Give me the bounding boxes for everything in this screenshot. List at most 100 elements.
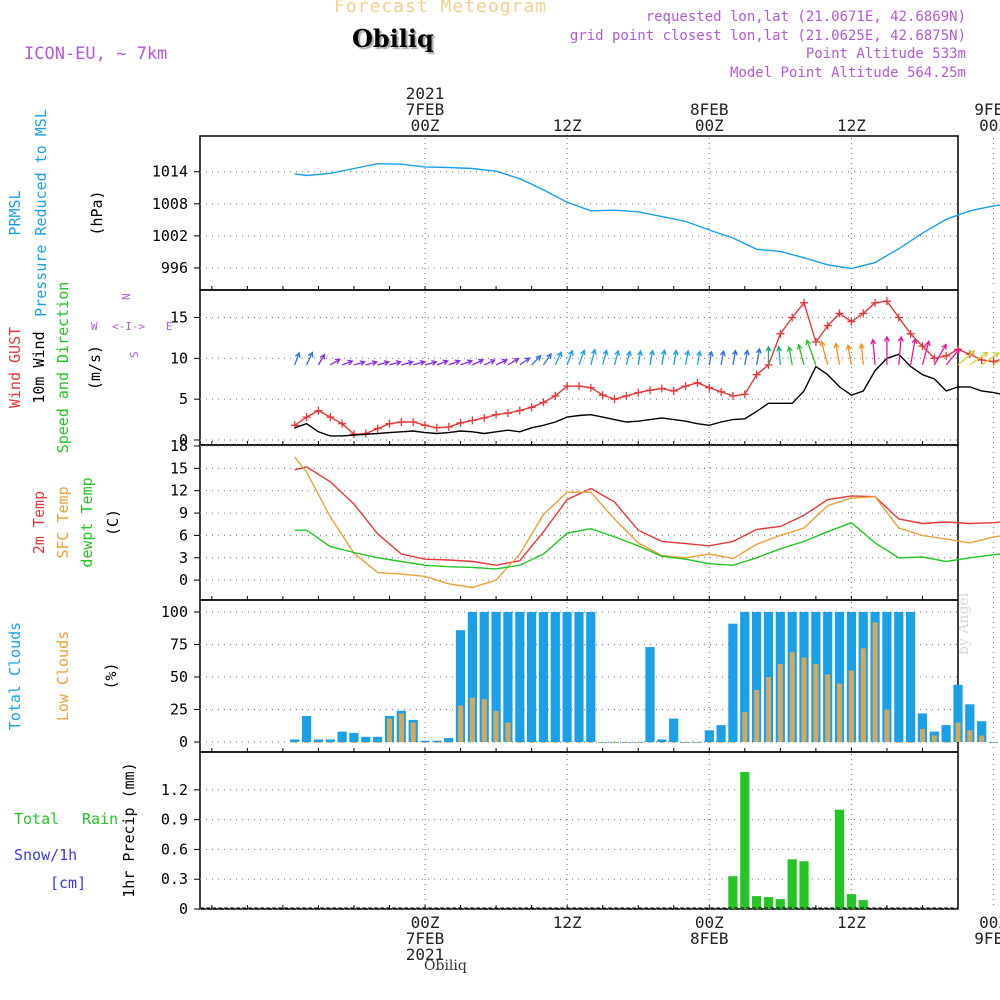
gust-marker (918, 342, 927, 351)
wind-arrow (365, 360, 378, 366)
y-tick-label: 0.3 (161, 870, 188, 888)
low-cloud-bar (635, 742, 641, 743)
low-cloud-bar (469, 697, 475, 742)
top-time-label: 00Z (411, 116, 440, 135)
y-tick-label: 15 (170, 459, 188, 477)
low-cloud-bar (671, 742, 677, 743)
y-tick-label: 18 (170, 437, 188, 455)
gust-marker (575, 382, 583, 391)
gust-marker (871, 298, 880, 307)
wind-arrow (566, 349, 574, 366)
bottom-time-label: 00Z (695, 913, 724, 932)
gust-marker (800, 298, 809, 307)
wind-arrow (909, 337, 918, 365)
wind-arrow (776, 345, 783, 365)
gust-marker (669, 387, 678, 395)
wind-arrow (672, 349, 679, 365)
wind-arrow (921, 339, 931, 366)
wind-arrow (590, 348, 597, 366)
wind-arrow (805, 338, 817, 366)
temperature-axis-label: 2m Temp (30, 491, 48, 554)
bottom-time-label: 12Z (553, 913, 582, 932)
low-cloud-bar (920, 729, 925, 742)
total-cloud-bar (704, 730, 714, 742)
bottom-time-label: 9FEB (974, 929, 1000, 948)
low-cloud-bar (410, 722, 416, 742)
precip-bar (787, 859, 797, 909)
y-tick-label: 5 (179, 390, 188, 408)
wind-arrow (981, 352, 1000, 366)
wind-arrow (945, 347, 961, 366)
low-cloud-bar (848, 670, 854, 742)
low-cloud-bar (825, 674, 831, 742)
y-tick-label: 6 (179, 526, 188, 544)
low-cloud-bar (422, 742, 428, 743)
pressure-panel: 996 1002 1008 1014 PRMSL Pressure Reduced to … (6, 109, 1000, 317)
wind-arrow (460, 359, 474, 366)
temperature-axis-label: dewpt Temp (78, 477, 96, 567)
wind-arrow (436, 359, 449, 366)
gust-marker (515, 406, 524, 415)
precip-legend-rain: Rain (82, 810, 118, 828)
gust-marker (823, 321, 832, 330)
wind-arrow (684, 349, 691, 365)
gust-marker (693, 378, 702, 387)
precip-bar (834, 809, 845, 909)
low-cloud-bar (623, 742, 629, 743)
low-cloud-bar (505, 722, 511, 742)
low-cloud-bar (659, 742, 665, 743)
low-cloud-bar (304, 742, 310, 743)
y-tick-label: 9 (179, 504, 188, 522)
compass-north: N (120, 293, 133, 300)
low-cloud-bar (777, 664, 783, 742)
gust-marker (539, 398, 548, 407)
gust-marker (373, 424, 382, 433)
gust-marker (859, 309, 868, 318)
clouds-axis-label: Total Clouds (6, 622, 24, 730)
low-cloud-bar (837, 683, 843, 742)
wind-arrow (796, 343, 805, 366)
wind-arrow (870, 338, 877, 365)
wind-arrow (731, 349, 738, 365)
low-cloud-bar (387, 718, 392, 742)
y-tick-label: 25 (170, 701, 188, 719)
forecast-meteogram-title: Forecast Meteogram (334, 0, 548, 17)
wind-arrow (833, 342, 841, 365)
wind-arrow (696, 350, 703, 365)
wind-arrow (755, 347, 762, 365)
total-cloud-bar (515, 612, 525, 742)
low-cloud-bar (434, 742, 440, 743)
wind-series-line (294, 353, 1000, 437)
low-cloud-bar (860, 648, 866, 742)
precip-bar (858, 900, 868, 909)
total-cloud-bar (538, 612, 548, 742)
total-cloud-bar (444, 738, 454, 742)
wind-arrow (845, 343, 853, 365)
gust-marker (527, 403, 536, 412)
total-cloud-bar (977, 721, 987, 742)
bottom-time-label: 2021 (406, 945, 445, 964)
gust-marker (728, 391, 737, 400)
gust-marker (646, 386, 655, 395)
wind-panel: 0 5 10 15 Wind GUST 10m Wind Speed and Directi… (6, 282, 1000, 453)
wind-arrow (578, 349, 586, 366)
precip-bar (846, 894, 856, 909)
total-cloud-bar (586, 612, 596, 742)
wind-arrow (294, 351, 301, 366)
wind-arrow (883, 335, 890, 365)
low-cloud-bar (327, 742, 333, 743)
compass-south: S (128, 351, 141, 358)
gust-marker (598, 391, 607, 400)
gust-marker (942, 351, 951, 360)
total-cloud-bar (834, 612, 845, 742)
wind-arrow (765, 345, 772, 365)
total-cloud-bar (290, 739, 300, 742)
low-cloud-bar (908, 742, 914, 743)
total-cloud-bar (313, 739, 323, 742)
wind-arrow (648, 349, 655, 365)
pressure-axis-label: (hPa) (88, 190, 106, 235)
requested-coordinates: requested lon,lat (21.0671E, 42.6869N) (645, 9, 966, 25)
pressure-series-line (294, 162, 1000, 270)
low-cloud-bar (612, 742, 617, 743)
total-cloud-bar (349, 732, 359, 742)
